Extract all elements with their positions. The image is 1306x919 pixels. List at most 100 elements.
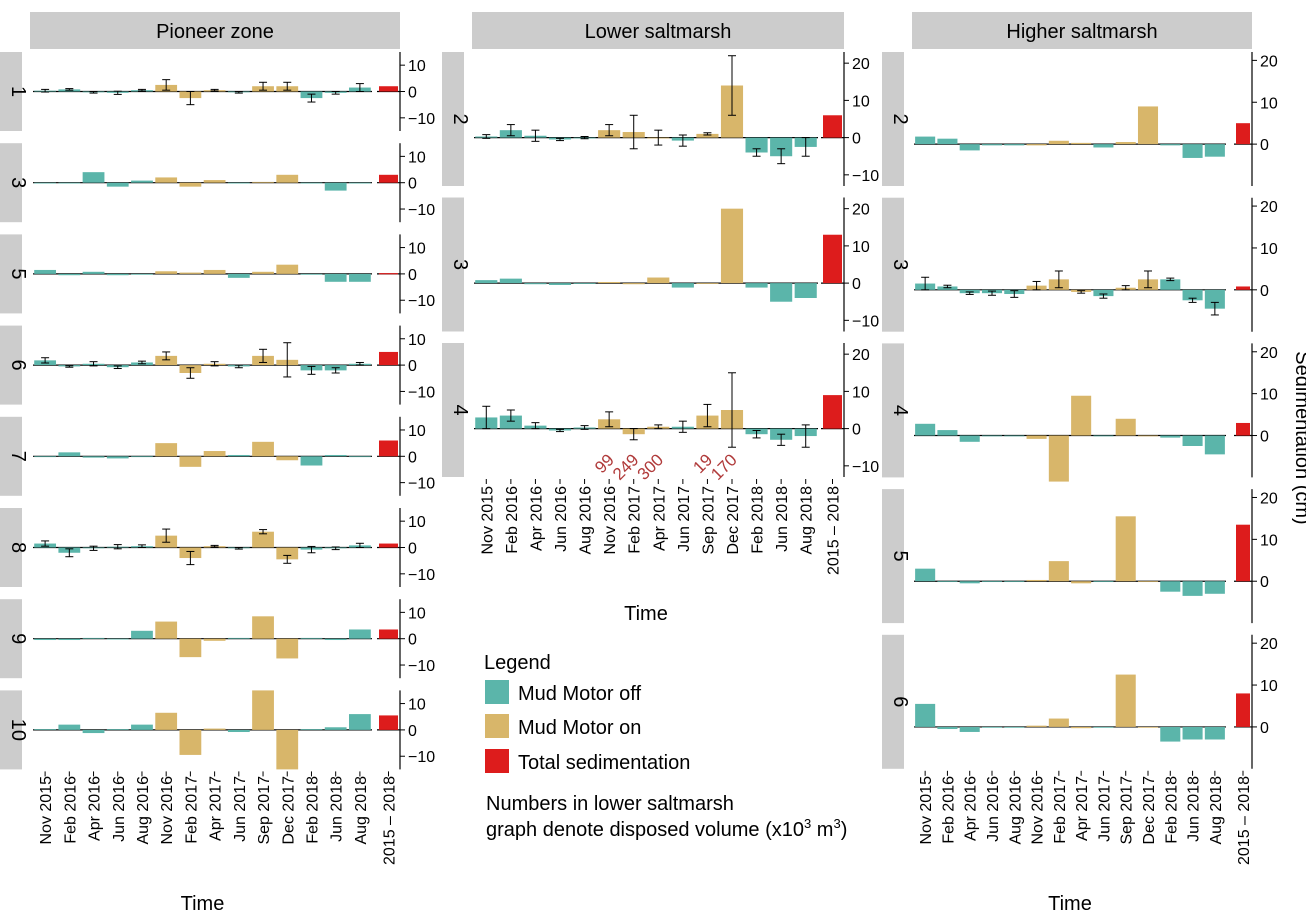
bar — [203, 269, 226, 274]
bar — [1093, 581, 1114, 583]
bar — [915, 136, 936, 145]
bar — [794, 283, 817, 298]
plot-label: 6 — [889, 696, 911, 707]
x-tick-label: Feb 2018 — [304, 776, 321, 844]
bar — [348, 273, 371, 282]
y-tick-label: 10 — [1260, 532, 1278, 549]
bar — [981, 435, 1003, 437]
x-axis-title: Time — [181, 893, 225, 914]
x-tick-label: Jun 2017 — [1096, 776, 1113, 842]
facet-column: Pioneer zone 1 10 0 −10 3 10 0 −10 5 10 0 −10 6 10 0 −10… — [0, 12, 435, 915]
bar — [1026, 579, 1047, 582]
bar — [745, 283, 768, 288]
bar — [1026, 144, 1047, 146]
legend-label-mud-motor-off: Mud Motor off — [518, 683, 641, 705]
bar — [1160, 144, 1181, 146]
bar — [959, 144, 980, 151]
bar — [227, 729, 250, 733]
bar — [179, 456, 202, 467]
x-tick-label: Jun 2016 — [111, 776, 128, 842]
x-axis-title: Time — [624, 603, 668, 625]
bar — [155, 177, 178, 183]
facet-column: Higher saltmarsh 2 20 10 0 3 20 10 0 4 20 10 0 5 20 10 0… — [882, 12, 1278, 915]
bar — [131, 273, 153, 275]
x-tick-label: Feb 2016 — [62, 776, 79, 844]
bar — [155, 271, 178, 274]
bar — [203, 451, 226, 457]
facet-panel: 10 10 0 −10 — [0, 690, 435, 770]
y-tick-label: 10 — [852, 239, 870, 256]
bar — [348, 182, 371, 184]
total-bar — [379, 629, 398, 639]
plot-strip — [442, 343, 464, 477]
y-tick-label: 20 — [852, 56, 870, 73]
bar — [981, 144, 1003, 146]
column-title: Lower saltmarsh — [585, 21, 732, 43]
volume-note-line-1: Numbers in lower saltmarsh — [486, 793, 734, 815]
bar — [937, 138, 958, 145]
plot-strip — [0, 143, 22, 223]
bar — [1004, 144, 1025, 146]
facet-panel: 3 20 10 0 −10 — [442, 197, 879, 332]
bar — [524, 283, 547, 285]
x-tick-label: Feb 2018 — [1163, 776, 1180, 844]
bar — [937, 726, 958, 730]
bar — [348, 629, 371, 639]
bar — [179, 182, 202, 187]
bar — [573, 283, 596, 284]
y-tick-label: 0 — [1260, 574, 1269, 591]
y-tick-label: 10 — [1260, 387, 1278, 404]
bar — [696, 283, 719, 284]
y-tick-label: 20 — [1260, 53, 1278, 70]
x-tick-label: Aug 2016 — [135, 776, 152, 845]
y-tick-label: 10 — [852, 384, 870, 401]
x-tick-label: Apr 2016 — [528, 486, 545, 551]
legend-swatch-mud-motor-on — [485, 714, 509, 738]
bar — [1093, 289, 1114, 297]
bar — [1137, 106, 1159, 145]
y-tick-label: 10 — [1260, 95, 1278, 112]
plot-label: 3 — [449, 259, 471, 270]
y-tick-label: −10 — [408, 111, 435, 128]
y-tick-label: 10 — [408, 514, 426, 531]
y-tick-label: 0 — [1260, 137, 1269, 154]
bar — [770, 283, 793, 302]
x-tick-label: Feb 2016 — [940, 776, 957, 844]
bar — [106, 638, 129, 640]
bar — [1093, 726, 1114, 728]
bar — [300, 456, 323, 466]
bar — [179, 729, 202, 755]
bar — [324, 727, 347, 730]
plot-label: 4 — [889, 405, 911, 416]
bar — [300, 182, 323, 184]
x-tick-label: Nov 2016 — [1030, 776, 1047, 845]
total-bar — [1236, 524, 1250, 582]
bar — [155, 443, 178, 457]
bar — [34, 456, 57, 458]
bar — [1160, 726, 1181, 742]
plot-strip — [0, 508, 22, 587]
bar — [34, 638, 57, 641]
y-tick-label: −10 — [852, 313, 879, 330]
volume-note-superscript-1: 3 — [804, 816, 811, 831]
bar — [1182, 581, 1203, 596]
bar — [647, 277, 670, 284]
plot-label: 4 — [449, 404, 471, 415]
bar — [227, 637, 250, 639]
y-tick-label: −10 — [408, 202, 435, 219]
bar — [58, 273, 81, 276]
x-tick-label: Nov 2015 — [479, 486, 496, 555]
plot-label: 2 — [449, 113, 471, 124]
bar — [770, 137, 793, 157]
bar — [58, 724, 81, 730]
facet-panel: 4 20 10 0 −10 — [442, 343, 879, 477]
bar — [82, 456, 105, 458]
facet-panel: 8 10 0 −10 — [0, 508, 435, 587]
bar — [34, 182, 57, 184]
bar — [1048, 140, 1069, 145]
y-tick-label: 0 — [408, 723, 417, 740]
x-tick-label: Dec 2017 — [725, 486, 742, 555]
bar — [155, 355, 178, 366]
bar — [937, 430, 958, 436]
